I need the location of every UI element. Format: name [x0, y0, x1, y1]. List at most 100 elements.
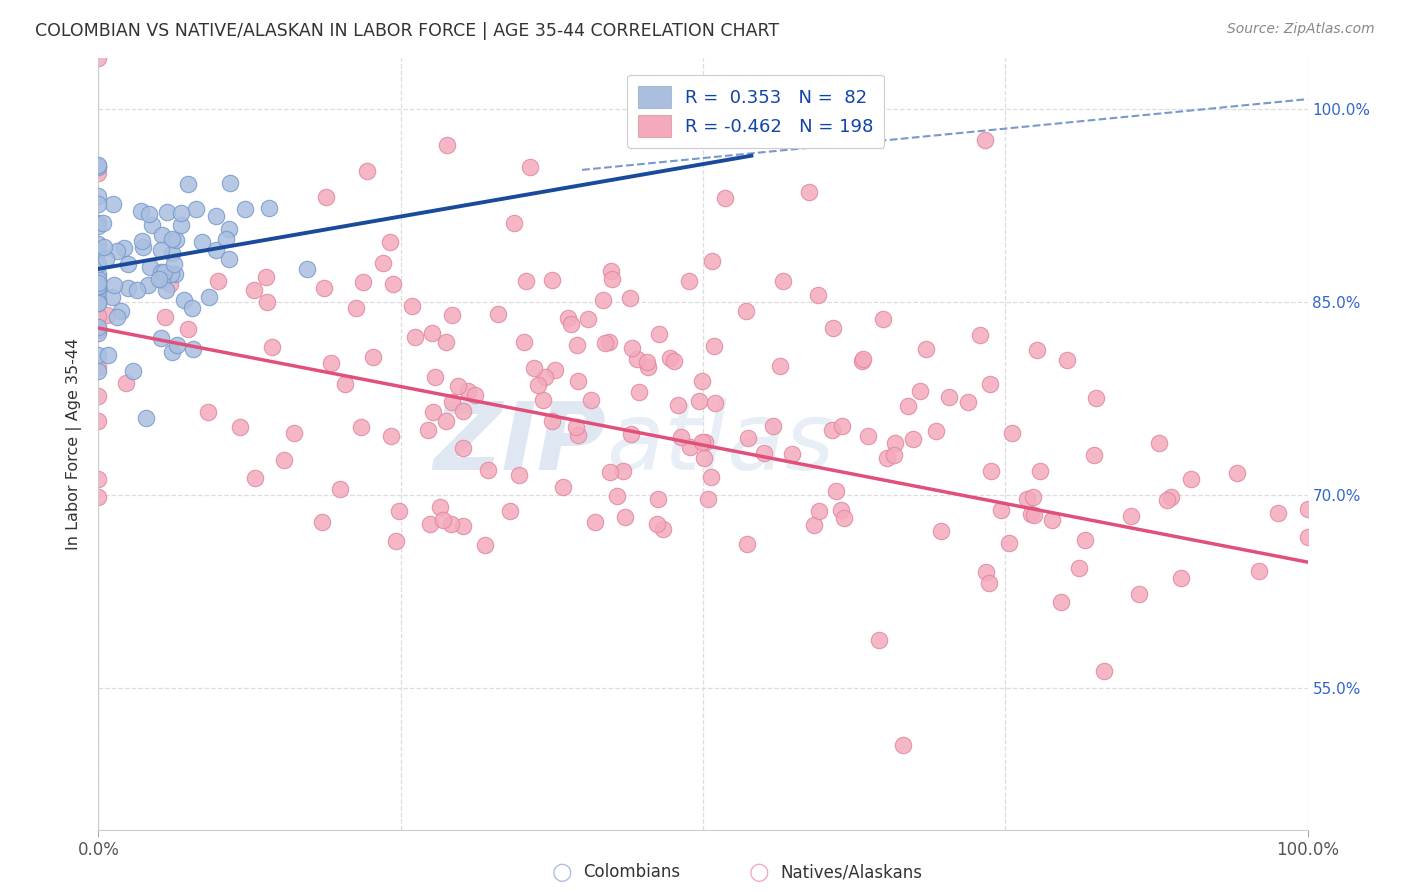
Point — [256, 294, 278, 309]
Point — [245, 471, 267, 485]
Point — [772, 275, 794, 289]
Point — [138, 207, 160, 221]
Point — [1180, 472, 1202, 486]
Point — [87, 216, 110, 230]
Point — [422, 405, 444, 419]
Point — [429, 500, 451, 514]
Text: Source: ZipAtlas.com: Source: ZipAtlas.com — [1227, 22, 1375, 37]
Point — [515, 274, 537, 288]
Point — [754, 446, 776, 460]
Point — [557, 311, 579, 326]
Point — [87, 359, 110, 374]
Point — [737, 432, 759, 446]
Point — [141, 218, 163, 232]
Point — [883, 448, 905, 462]
Point — [1017, 492, 1039, 507]
Point — [457, 384, 479, 399]
Text: atlas: atlas — [606, 398, 835, 490]
Point — [606, 489, 628, 503]
Point — [93, 215, 115, 229]
Point — [87, 326, 110, 340]
Point — [87, 279, 110, 293]
Point — [626, 351, 648, 366]
Point — [693, 451, 716, 466]
Point — [132, 240, 155, 254]
Point — [87, 160, 110, 174]
Point — [416, 423, 439, 437]
Point — [969, 327, 991, 342]
Point — [980, 465, 1002, 479]
Point — [593, 336, 616, 351]
Point — [160, 232, 183, 246]
Point — [914, 342, 936, 356]
Point — [314, 281, 336, 295]
Point — [295, 261, 318, 276]
Point — [645, 517, 668, 532]
Point — [96, 252, 118, 267]
Point — [177, 322, 200, 336]
Point — [352, 275, 374, 289]
Point — [156, 204, 179, 219]
Point — [170, 206, 193, 220]
Point — [186, 202, 208, 217]
Point — [87, 279, 110, 293]
Point — [401, 299, 423, 313]
Point — [825, 484, 848, 499]
Point — [165, 233, 187, 247]
Point — [87, 323, 110, 337]
Point — [830, 503, 852, 517]
Point — [87, 159, 110, 173]
Point — [486, 307, 509, 321]
Point — [512, 334, 534, 349]
Point — [273, 453, 295, 467]
Point — [155, 310, 177, 324]
Point — [578, 312, 600, 326]
Point — [979, 377, 1001, 392]
Point — [1040, 513, 1063, 527]
Point — [807, 288, 830, 302]
Point — [636, 355, 658, 369]
Point — [834, 511, 856, 525]
Point — [780, 447, 803, 461]
Point — [648, 327, 671, 342]
Point — [523, 360, 546, 375]
Point — [903, 433, 925, 447]
Text: Colombians: Colombians — [583, 863, 681, 881]
Point — [666, 398, 689, 412]
Point — [1074, 533, 1097, 547]
Point — [868, 632, 890, 647]
Point — [614, 510, 637, 524]
Point — [110, 304, 132, 318]
Point — [87, 389, 110, 403]
Point — [218, 221, 240, 235]
Point — [583, 515, 606, 529]
Point — [87, 472, 110, 486]
Point — [344, 301, 367, 315]
Point — [560, 317, 582, 331]
Point — [688, 394, 710, 409]
Point — [363, 350, 385, 364]
Point — [112, 242, 135, 256]
Point — [434, 415, 457, 429]
Point — [1267, 506, 1289, 520]
Point — [1296, 530, 1319, 544]
Point — [1029, 464, 1052, 478]
Point — [160, 246, 183, 260]
Point — [87, 288, 110, 302]
Point — [219, 177, 242, 191]
Point — [150, 331, 173, 345]
Point — [333, 376, 356, 391]
Point — [979, 576, 1001, 591]
Point — [425, 370, 447, 384]
Point — [254, 270, 277, 285]
Point — [107, 244, 129, 258]
Point — [541, 414, 564, 428]
Point — [974, 565, 997, 579]
Point — [177, 177, 200, 191]
Point — [440, 395, 463, 409]
Point — [620, 427, 643, 442]
Point — [419, 516, 441, 531]
Point — [503, 216, 526, 230]
Point — [551, 481, 574, 495]
Point — [600, 264, 623, 278]
